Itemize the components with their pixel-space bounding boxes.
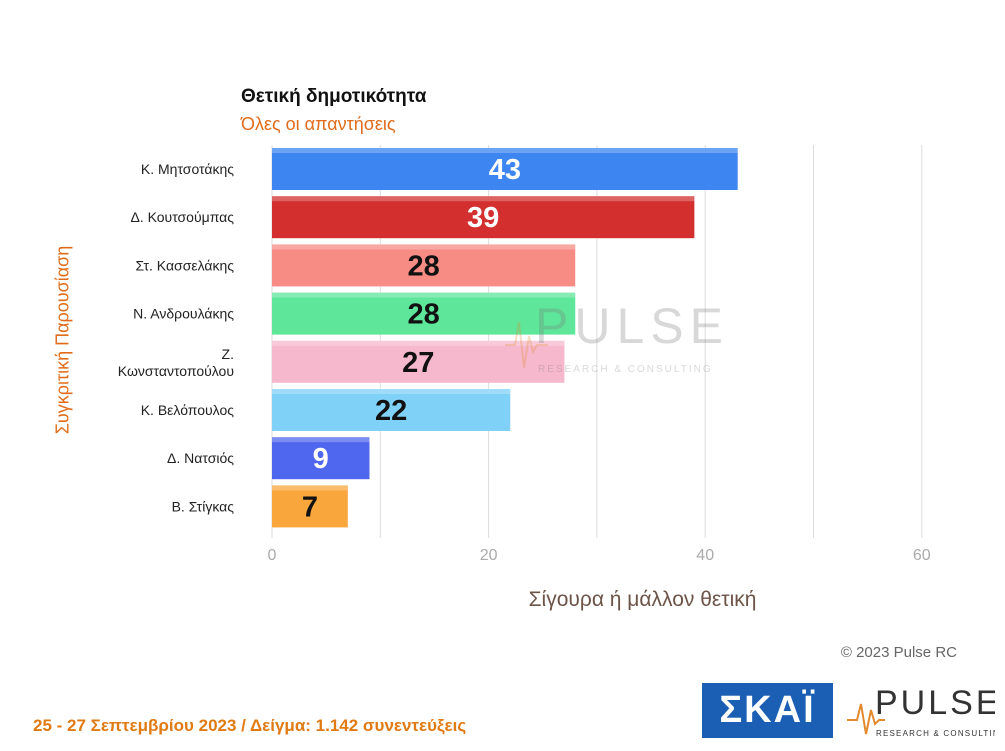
bar — [272, 437, 370, 480]
bar-highlight — [272, 148, 738, 153]
category-label: Ν. Ανδρουλάκης — [133, 306, 234, 322]
skai-logo: ΣΚΑΪ — [702, 683, 833, 738]
data-label: 9 — [313, 443, 329, 475]
category-label: Στ. Κασσελάκης — [136, 257, 235, 273]
category-labels: Κ. Μητσοτάκης Δ. Κουτσούμπας Στ. Κασσελάκη… — [118, 161, 234, 514]
data-label: 22 — [375, 395, 407, 427]
x-tick-label: 0 — [268, 547, 277, 564]
category-label: Δ. Κουτσούμπας — [130, 209, 234, 225]
pulse-logo: PULSE RESEARCH & CONSULTING — [847, 684, 995, 738]
pulse-logo-wave-icon — [847, 703, 885, 735]
x-tick-label: 40 — [696, 547, 714, 564]
survey-date-sample: 25 - 27 Σεπτεμβρίου 2023 / Δείγμα: 1.142… — [33, 716, 467, 735]
category-label: Κ. Μητσοτάκης — [141, 161, 234, 177]
x-tick-labels: 0 20 40 60 — [268, 547, 931, 564]
y-axis-title: Συγκριτική Παρουσίαση — [52, 245, 73, 435]
bar — [272, 244, 576, 287]
data-label: 7 — [302, 491, 318, 523]
bar-highlight — [272, 485, 348, 491]
skai-logo-text: ΣΚΑΪ — [719, 689, 816, 731]
x-tick-label: 20 — [480, 547, 498, 564]
data-label: 28 — [407, 299, 439, 331]
data-label: 28 — [407, 250, 439, 282]
category-label: Δ. Νατσιός — [167, 450, 234, 466]
bar-highlight — [272, 292, 576, 298]
bar-highlight — [272, 244, 576, 250]
bar — [272, 485, 348, 528]
x-tick-label: 60 — [913, 547, 931, 564]
pulse-wave-icon — [505, 321, 548, 369]
category-label: Κ. Βελόπουλος — [141, 402, 235, 418]
chart-subtitle: Όλες οι απαντήσεις — [241, 114, 396, 134]
copyright-text: © 2023 Pulse RC — [840, 644, 957, 661]
bar-highlight — [272, 196, 695, 202]
watermark-tagline: RESEARCH & CONSULTING — [538, 364, 713, 375]
watermark-brand: PULSE — [535, 298, 729, 354]
bar — [272, 389, 511, 431]
category-label: Ζ. Κωνσταντοπούλου — [118, 346, 234, 379]
data-label: 43 — [489, 154, 521, 186]
bar-highlight — [272, 437, 370, 443]
bar — [272, 340, 565, 383]
chart-title: Θετική δημοτικότητα — [241, 86, 427, 107]
bar — [272, 196, 695, 239]
category-label: Β. Στίγκας — [172, 498, 235, 514]
bar-highlight — [272, 389, 511, 394]
bar-highlight — [272, 340, 565, 346]
bars: 43 39 28 28 27 22 9 7 — [272, 148, 738, 528]
data-label: 39 — [467, 202, 499, 234]
x-axis-title: Σίγουρα ή μάλλον θετική — [528, 588, 757, 611]
bar — [272, 292, 576, 335]
bar — [272, 148, 738, 190]
pulse-logo-tagline: RESEARCH & CONSULTING — [876, 729, 995, 738]
pulse-logo-brand: PULSE — [875, 684, 995, 722]
data-label: 27 — [402, 347, 434, 379]
pulse-watermark: PULSE RESEARCH & CONSULTING — [505, 298, 729, 375]
